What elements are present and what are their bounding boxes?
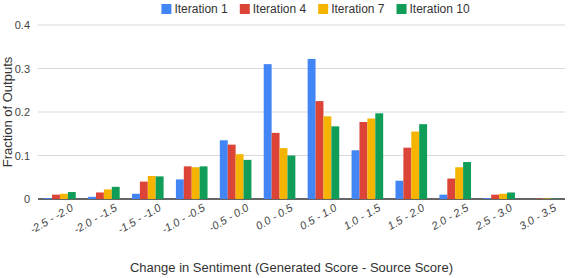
y-tick-label: 0.2 — [15, 106, 30, 118]
bar — [88, 197, 96, 199]
bar — [264, 64, 272, 199]
bar — [192, 167, 200, 199]
bar — [507, 192, 515, 199]
bar — [176, 179, 184, 199]
x-tick-label: 2.0 - 2.5 — [428, 201, 471, 233]
bar — [403, 148, 411, 199]
bar — [535, 198, 543, 199]
grid-line — [38, 112, 565, 113]
bar — [140, 182, 148, 199]
grid-line — [38, 155, 565, 156]
bar — [148, 176, 156, 199]
x-tick-label: -2.0 - -1.5 — [72, 201, 120, 236]
bar — [184, 166, 192, 199]
bar — [104, 189, 112, 199]
legend-label: Iteration 7 — [331, 2, 385, 16]
bar — [543, 198, 551, 199]
bar — [132, 194, 140, 199]
y-tick-label: 0.3 — [15, 63, 30, 75]
bar — [200, 166, 208, 199]
bar — [44, 198, 52, 199]
bar — [272, 133, 280, 199]
grid-line — [38, 68, 565, 69]
bar — [156, 176, 164, 199]
bar — [463, 162, 471, 199]
bar — [447, 179, 455, 199]
x-tick-label: -1.0 - -0.5 — [159, 201, 207, 236]
bar — [323, 116, 331, 199]
bar — [96, 192, 104, 199]
bar — [112, 187, 120, 199]
y-axis-label: Fraction of Outputs — [0, 56, 15, 167]
chart: 0 0.1 0.2 0.3 0.4 -2.5 - -2.0-2.0 - -1.5-1.5 … — [0, 0, 574, 278]
x-tick-label: -2.5 - -2.0 — [28, 201, 76, 236]
x-tick-label: 3.0 - 3.5 — [517, 201, 559, 232]
bar — [367, 119, 375, 199]
bar — [280, 148, 288, 199]
legend: Iteration 1 Iteration 4 Iteration 7 Iterati… — [161, 2, 469, 16]
bar — [244, 160, 252, 199]
x-axis-label: Change in Sentiment (Generated Score - S… — [130, 260, 453, 275]
y-tick-label: 0 — [24, 193, 30, 205]
bar — [236, 154, 244, 199]
bar — [52, 195, 60, 199]
bar — [419, 124, 427, 199]
x-tick-label: 0.5 - 1.0 — [298, 201, 340, 232]
legend-swatch — [318, 4, 328, 14]
legend-label: Iteration 4 — [253, 2, 307, 16]
bar — [551, 198, 559, 199]
x-tick-label: -0.5 - 0.0 — [206, 201, 251, 234]
x-tick-label: 1.5 - 2.0 — [385, 201, 427, 232]
bar — [308, 59, 316, 199]
x-tick-label: 0.0 - 0.5 — [254, 201, 296, 232]
bar — [228, 145, 236, 199]
bar — [352, 150, 360, 199]
bar — [411, 132, 419, 199]
bar — [395, 181, 403, 199]
bar — [316, 101, 324, 199]
legend-swatch — [397, 4, 407, 14]
bar — [220, 140, 228, 199]
bar — [527, 199, 535, 200]
bar — [455, 167, 463, 199]
y-tick-label: 0.1 — [15, 150, 30, 162]
legend-label: Iteration 10 — [410, 2, 470, 16]
x-tick-label: 1.0 - 1.5 — [341, 201, 383, 232]
x-tick-label: -1.5 - -1.0 — [115, 201, 163, 236]
bar — [483, 198, 491, 199]
legend-swatch — [161, 4, 171, 14]
bar — [287, 156, 295, 200]
bars — [44, 59, 559, 199]
grid-line — [38, 25, 565, 26]
bar — [439, 195, 447, 199]
bar — [375, 113, 383, 199]
bar — [359, 122, 367, 199]
legend-label: Iteration 1 — [174, 2, 228, 16]
bar — [331, 126, 339, 199]
x-tick-label: 2.5 - 3.0 — [472, 201, 515, 233]
y-tick-label: 0.4 — [15, 19, 30, 31]
bar — [499, 194, 507, 199]
bar — [491, 195, 499, 199]
legend-swatch — [240, 4, 250, 14]
bar — [60, 194, 68, 199]
bar — [68, 192, 76, 199]
